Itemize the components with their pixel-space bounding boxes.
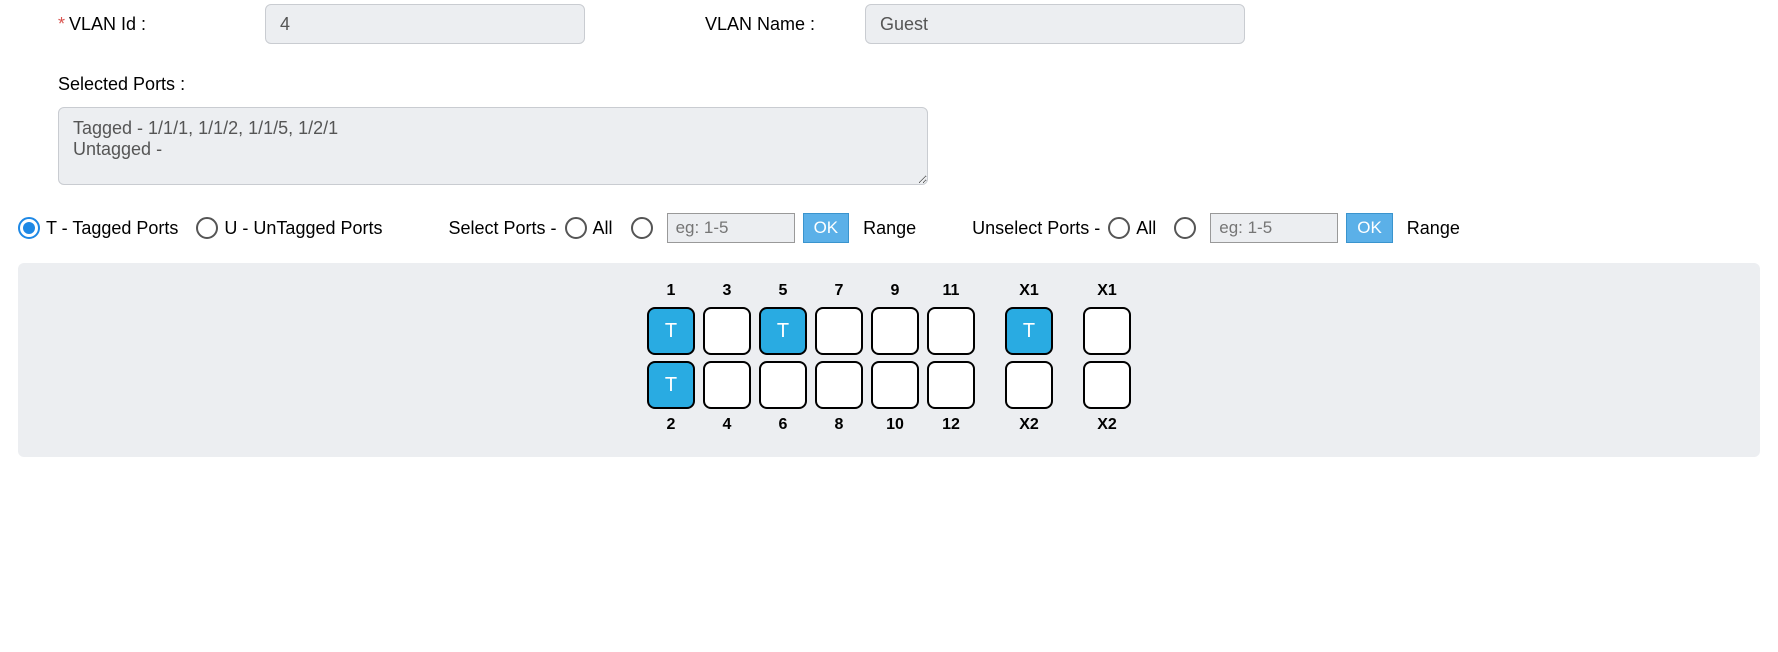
select-range-label: Range (863, 218, 916, 239)
port-panel: 1TT2345T6789101112 X1TX2 X1X2 (18, 263, 1760, 457)
port-cell[interactable] (1083, 361, 1131, 409)
radio-icon (196, 217, 218, 239)
port-cell[interactable] (1083, 307, 1131, 355)
port-cell[interactable] (871, 307, 919, 355)
port-label-top: 5 (759, 281, 807, 301)
selected-ports-textarea[interactable]: Tagged - 1/1/1, 1/1/2, 1/1/5, 1/2/1 Unta… (58, 107, 928, 185)
port-label-bottom: 12 (927, 415, 975, 435)
port-group-1: 1TT2345T6789101112 (647, 281, 975, 435)
tagged-radio-option[interactable]: T - Tagged Ports (18, 217, 178, 239)
select-range-input[interactable] (667, 213, 795, 243)
port-cell[interactable] (1005, 361, 1053, 409)
select-ports-prefix: Select Ports - (449, 218, 557, 239)
port-label-top: 9 (871, 281, 919, 301)
select-all-label: All (593, 218, 613, 239)
port-cell[interactable] (815, 307, 863, 355)
port-cell[interactable]: T (1005, 307, 1053, 355)
port-label-bottom: X2 (1005, 415, 1053, 435)
unselect-all-radio[interactable]: All (1108, 217, 1156, 239)
port-label-bottom: 10 (871, 415, 919, 435)
radio-icon (565, 217, 587, 239)
port-label-bottom: X2 (1083, 415, 1131, 435)
radio-icon (1174, 217, 1196, 239)
port-cell[interactable] (927, 361, 975, 409)
vlan-id-input[interactable] (265, 4, 585, 44)
port-label-bottom: 8 (815, 415, 863, 435)
port-cell[interactable]: T (647, 361, 695, 409)
port-label-bottom: 2 (647, 415, 695, 435)
port-cell[interactable] (871, 361, 919, 409)
port-label-top: 11 (927, 281, 975, 301)
select-range-radio[interactable] (631, 217, 659, 239)
select-ok-button[interactable]: OK (803, 213, 850, 243)
selected-ports-label: Selected Ports : (0, 54, 1778, 107)
radio-icon (18, 217, 40, 239)
unselect-ports-prefix: Unselect Ports - (972, 218, 1100, 239)
port-label-top: 1 (647, 281, 695, 301)
radio-icon (1108, 217, 1130, 239)
vlan-id-label: VLAN Id : (69, 14, 146, 34)
port-cell[interactable] (759, 361, 807, 409)
port-label-bottom: 6 (759, 415, 807, 435)
untagged-radio-option[interactable]: U - UnTagged Ports (196, 217, 382, 239)
port-label-top: X1 (1083, 281, 1131, 301)
port-label-top: 7 (815, 281, 863, 301)
port-cell[interactable]: T (759, 307, 807, 355)
port-group-3: X1 X2 (1083, 281, 1131, 435)
port-cell[interactable] (703, 361, 751, 409)
tagged-radio-label: T - Tagged Ports (46, 218, 178, 239)
port-cell[interactable] (815, 361, 863, 409)
port-label-bottom: 4 (703, 415, 751, 435)
radio-icon (631, 217, 653, 239)
port-cell[interactable] (703, 307, 751, 355)
port-cell[interactable]: T (647, 307, 695, 355)
unselect-all-label: All (1136, 218, 1156, 239)
vlan-name-input[interactable] (865, 4, 1245, 44)
port-group-2: X1 T X2 (1005, 281, 1053, 435)
required-asterisk: * (58, 14, 65, 34)
port-label-top: X1 (1005, 281, 1053, 301)
port-cell[interactable] (927, 307, 975, 355)
unselect-range-label: Range (1407, 218, 1460, 239)
port-label-top: 3 (703, 281, 751, 301)
unselect-ok-button[interactable]: OK (1346, 213, 1393, 243)
unselect-range-input[interactable] (1210, 213, 1338, 243)
unselect-range-radio[interactable] (1174, 217, 1202, 239)
vlan-name-label: VLAN Name : (705, 14, 815, 34)
select-all-radio[interactable]: All (565, 217, 613, 239)
untagged-radio-label: U - UnTagged Ports (224, 218, 382, 239)
